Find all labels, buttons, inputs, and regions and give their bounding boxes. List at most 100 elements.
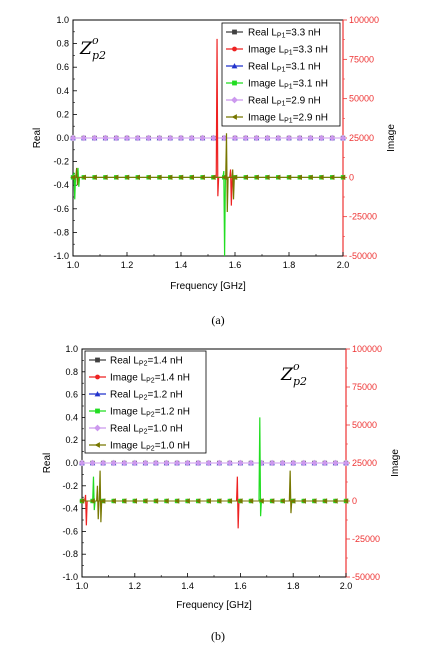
chart-panel-b: 1.0 0.8 0.6 0.4 0.2 0.0 -0.2 -0.4 -0.6 -0.8 -1.0 1… <box>42 344 401 643</box>
data-point <box>290 498 296 504</box>
legend-label: Image LP2=1.0 nH <box>110 441 190 453</box>
data-point <box>243 174 248 181</box>
data-point <box>318 134 325 142</box>
resonance-spike <box>235 476 240 529</box>
data-point <box>163 459 170 467</box>
left-tick-label: 0.6 <box>56 62 69 72</box>
x-tick-label: 1.6 <box>234 581 247 591</box>
data-point <box>113 134 120 142</box>
series-layer <box>69 38 347 257</box>
data-point <box>177 134 185 142</box>
data-point <box>258 498 264 504</box>
legend-label-text: Real L <box>110 356 139 367</box>
data-point <box>184 459 191 467</box>
legend-label-text: Real L <box>110 390 139 401</box>
x-axis-label: Frequency [GHz] <box>170 281 246 292</box>
data-point <box>340 174 346 181</box>
legend-label-value: =3.3 nH <box>293 45 328 56</box>
resonance-spike <box>225 133 229 212</box>
data-point <box>253 134 260 142</box>
x-tick-label: 1.4 <box>181 581 194 591</box>
data-point <box>199 134 206 142</box>
resonance-spike <box>215 38 220 197</box>
left-axis-ticks: 1.0 0.8 0.6 0.4 0.2 0.0 -0.2 -0.4 -0.6 -0.8 -1.0 <box>53 15 77 261</box>
x-tick-label: 1.2 <box>129 581 142 591</box>
data-point <box>286 174 292 181</box>
legend-item: Image LP2=1.4 nH <box>89 373 190 385</box>
data-point <box>132 498 137 504</box>
data-point <box>123 134 131 142</box>
series-image-lp1-2-9-nh <box>70 133 346 212</box>
x-tick-label: 2.0 <box>340 581 353 591</box>
legend-label: Real LP1=3.3 nH <box>248 28 321 40</box>
data-point <box>210 174 216 181</box>
data-point <box>79 498 85 504</box>
series-real-lp2-1-0-nh <box>78 459 350 467</box>
legend-label-value: =1.2 nH <box>147 390 182 401</box>
data-point <box>307 134 314 142</box>
data-point <box>318 174 324 181</box>
data-point <box>226 459 234 467</box>
data-point <box>329 174 335 181</box>
data-point <box>237 498 243 504</box>
data-point <box>322 498 328 504</box>
right-tick-label: -25000 <box>352 534 380 544</box>
annotation-base: Z <box>79 39 93 59</box>
data-point <box>142 498 148 504</box>
x-axis-label: Frequency [GHz] <box>176 600 252 611</box>
annotation-subscript: p2 <box>293 375 307 388</box>
legend-label: Real LP1=3.1 nH <box>248 62 321 74</box>
left-tick-label: 0.2 <box>56 109 69 119</box>
legend-marker-swatch <box>232 80 237 86</box>
data-point <box>268 459 276 467</box>
legend-item: Real LP2=1.0 nH <box>89 424 183 436</box>
resonance-spike <box>96 485 100 520</box>
right-tick-label: -25000 <box>349 212 377 222</box>
legend-marker-swatch <box>231 63 238 69</box>
legend-label-text: Image L <box>110 407 147 418</box>
legend-label-text: Real L <box>248 28 277 39</box>
data-point <box>102 174 108 181</box>
legend-label: Real LP1=2.9 nH <box>248 96 321 108</box>
data-point <box>343 498 349 504</box>
data-point <box>110 459 117 467</box>
data-point <box>253 174 259 181</box>
legend-item: Real LP2=1.4 nH <box>89 356 183 368</box>
legend-marker-swatch <box>95 357 100 363</box>
right-tick-label: 75000 <box>349 54 374 64</box>
left-tick-label: -0.4 <box>53 180 69 190</box>
legend-label-subscript: P2 <box>139 361 148 368</box>
data-point <box>275 134 282 142</box>
right-axis-ticks: 100000 75000 50000 25000 0 -25000 -50000 <box>342 15 379 261</box>
legend-label-subscript: P1 <box>277 101 286 108</box>
legend-label: Image LP1=3.3 nH <box>248 45 328 57</box>
resonance-spike <box>92 476 96 511</box>
data-point <box>232 174 238 181</box>
data-point <box>89 459 96 467</box>
right-axis-label: Image <box>390 449 401 477</box>
data-point <box>167 174 173 181</box>
legend-label-value: =2.9 nH <box>285 96 320 107</box>
data-point <box>264 134 271 142</box>
data-point <box>237 459 244 467</box>
data-point <box>91 134 98 142</box>
right-tick-label: 25000 <box>349 133 374 143</box>
x-tick-label: 1.2 <box>121 260 134 270</box>
legend-box <box>84 350 207 454</box>
left-tick-label: 0.0 <box>56 133 69 143</box>
data-point <box>124 174 130 181</box>
data-point <box>153 498 159 504</box>
x-tick-label: 1.6 <box>229 260 242 270</box>
legend-label-text: Image L <box>248 45 285 56</box>
data-point <box>99 459 107 467</box>
legend-label-subscript: P1 <box>277 33 286 40</box>
resonance-spike <box>84 494 88 526</box>
right-tick-label: -50000 <box>352 572 380 582</box>
legend-label: Image LP1=3.1 nH <box>248 79 328 91</box>
series-image-lp2-1-0-nh <box>79 470 349 523</box>
data-point <box>163 498 169 504</box>
left-tick-label: 1.0 <box>65 344 78 354</box>
resonance-spike <box>222 170 226 257</box>
data-point <box>152 459 160 467</box>
